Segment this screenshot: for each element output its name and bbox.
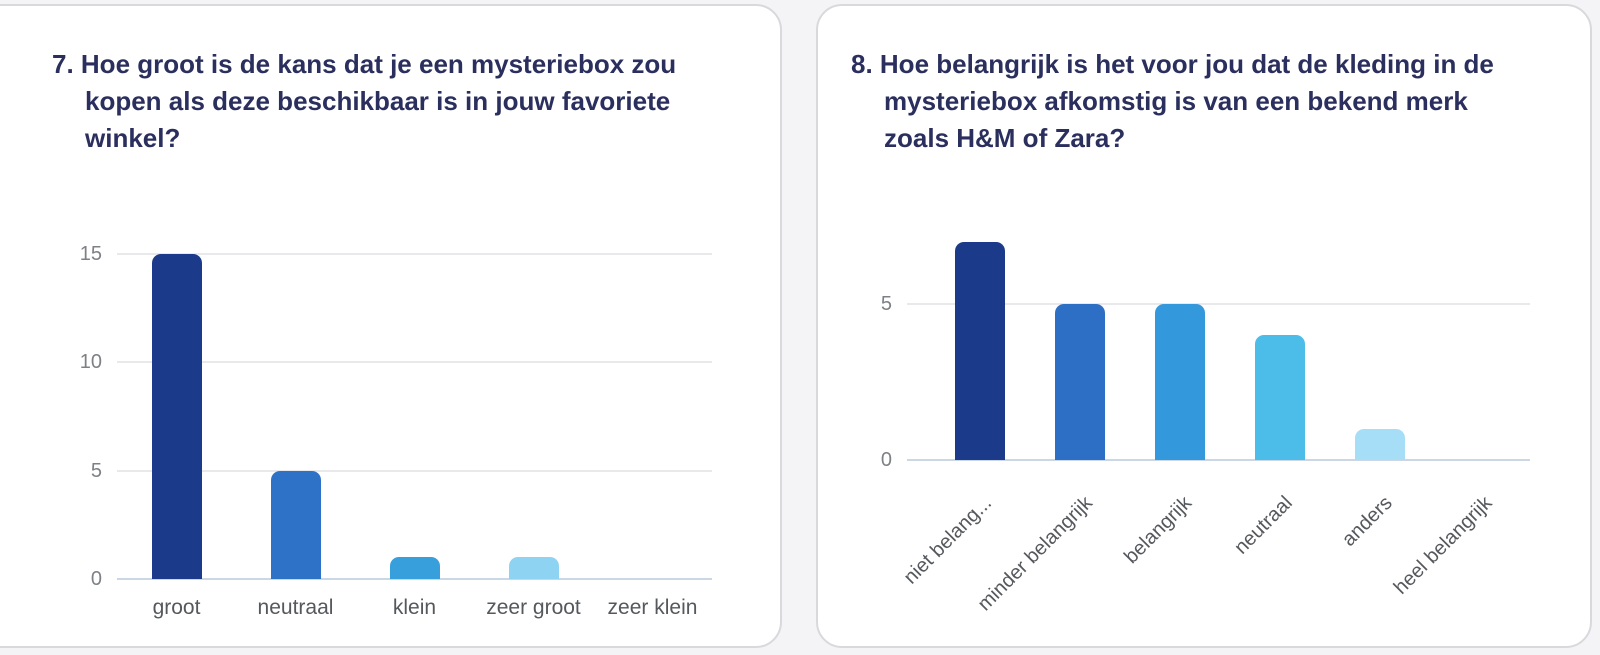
bar-minder-belangrijk xyxy=(1055,304,1105,460)
x-axis-label: niet belang... xyxy=(900,492,997,589)
bar-zeer-groot xyxy=(508,557,559,579)
y-axis-tick-label: 0 xyxy=(880,449,892,471)
y-axis-tick-label: 10 xyxy=(79,351,102,374)
y-axis-tick-label: 5 xyxy=(880,293,892,315)
x-axis-label: anders xyxy=(1337,492,1397,551)
gridline xyxy=(117,469,712,472)
x-axis-label: zeer groot xyxy=(486,596,581,619)
x-axis-baseline xyxy=(117,578,712,580)
x-axis-label: belangrijk xyxy=(1120,492,1197,569)
gridline xyxy=(117,252,712,255)
bar-niet-belang xyxy=(955,242,1005,460)
gridline xyxy=(117,361,712,364)
bar-chart: 0 5 10 15 groot neutraal klein zeer groot zeer k… xyxy=(0,6,780,646)
x-axis-label: zeer klein xyxy=(607,596,698,619)
x-axis-label: klein xyxy=(392,596,437,619)
y-axis-tick-label: 15 xyxy=(79,242,102,265)
gridline xyxy=(907,303,1530,305)
bar-anders xyxy=(1355,429,1405,460)
y-axis-tick-label: 0 xyxy=(90,568,102,590)
bar-neutraal xyxy=(1255,335,1305,460)
question-card: 7. Hoe groot is de kans dat je een myste… xyxy=(0,4,782,648)
x-axis-label: groot xyxy=(152,596,201,619)
bar-chart: 0 5 niet belang... minder belangrijk belangr… xyxy=(818,6,1590,646)
y-axis-tick-label: 5 xyxy=(90,459,102,482)
bar-belangrijk xyxy=(1155,304,1205,460)
question-title: 7. Hoe groot is de kans dat je een myste… xyxy=(52,49,677,153)
x-axis-label: neutraal xyxy=(1229,492,1297,559)
x-axis-label: neutraal xyxy=(257,596,334,619)
bar-klein xyxy=(389,557,440,579)
bar-groot xyxy=(151,254,202,579)
question-title: 8. Hoe belangrijk is het voor jou dat de… xyxy=(851,49,1494,153)
question-card: 8. Hoe belangrijk is het voor jou dat de… xyxy=(816,4,1592,648)
x-axis-label: heel belangrijk xyxy=(1389,492,1497,599)
x-axis-baseline xyxy=(907,459,1530,461)
bar-neutraal xyxy=(270,471,321,579)
